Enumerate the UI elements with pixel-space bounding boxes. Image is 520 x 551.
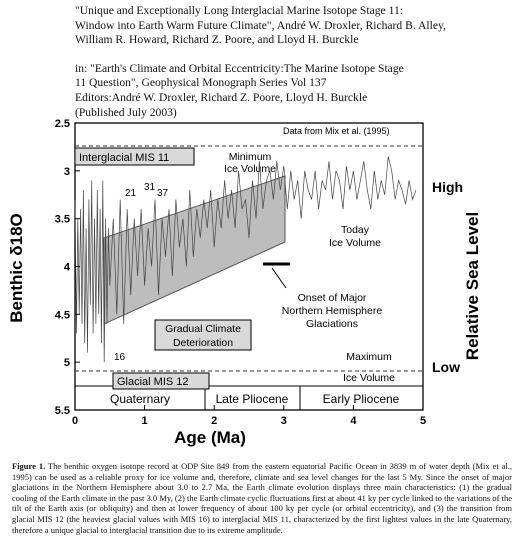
glacial-box <box>112 372 210 390</box>
mis-37-label: 37 <box>157 188 169 199</box>
paper-authors-line: William R. Howard, Richard Z. Poore, and… <box>75 33 359 47</box>
x-tick-label: 3 <box>281 415 287 427</box>
mis-21-label: 21 <box>125 188 137 199</box>
series-layer <box>74 156 417 363</box>
source-line: (Published July 2003) <box>75 105 177 119</box>
paper-title-line: Window into Earth Warm Future Climate", … <box>75 18 446 32</box>
gradual-box <box>154 319 252 351</box>
maximum-label: Ice Volume <box>343 372 395 384</box>
x-tick-label: 1 <box>142 415 148 427</box>
maximum-label: Maximum <box>346 351 392 363</box>
source-line: in: "Earth's Climate and Orbital Eccentr… <box>75 61 404 75</box>
paper-title-line: "Unique and Exceptionally Long Interglac… <box>75 4 403 17</box>
isotope-series-line <box>74 156 417 363</box>
x-tick-label: 5 <box>420 415 426 427</box>
epoch-late-pliocene: Late Pliocene <box>216 392 289 406</box>
citation-header: "Unique and Exceptionally Long Interglac… <box>75 4 515 120</box>
caption-text: The benthic oxygen isotope record at ODP… <box>12 461 512 535</box>
glacial-label: Glacial MIS 12 <box>117 376 189 388</box>
isotope-chart: Quaternary Late Pliocene Early Pliocene … <box>7 118 482 447</box>
source-note: Data from Mix et al. (1995) <box>283 126 390 136</box>
interglacial-label: Interglacial MIS 11 <box>79 152 169 164</box>
source-line: 11 Question", Geophysical Monograph Seri… <box>75 76 327 90</box>
y-axis-title: Benthic δ18O <box>7 213 26 323</box>
x-tick-label: 4 <box>350 415 357 427</box>
y-tick-label: 5.5 <box>55 405 70 417</box>
today-label: Ice Volume <box>329 237 381 249</box>
y-tick-label: 3.5 <box>55 214 70 226</box>
epoch-quaternary: Quaternary <box>110 392 170 406</box>
mis-16-label: 16 <box>114 352 126 363</box>
onset-pointer <box>271 267 287 289</box>
onset-label: Glaciations <box>306 318 358 330</box>
minimum-label: Minimum <box>229 151 272 163</box>
sea-level-low: Low <box>432 359 460 375</box>
x-axis-title: Age (Ma) <box>174 428 246 447</box>
minimum-label: Ice Volume <box>224 163 276 175</box>
y-tick-label: 5 <box>64 357 70 369</box>
gradual-label: Deterioration <box>173 337 233 349</box>
caption-label: Figure 1. <box>12 461 46 471</box>
y-tick-label: 4 <box>64 262 71 274</box>
x-tick-label: 0 <box>72 415 78 427</box>
onset-label: Onset of Major <box>298 292 367 304</box>
y-tick-label: 2.5 <box>55 118 70 130</box>
source-line: Editors:André W. Droxler, Richard Z. Poo… <box>75 90 368 104</box>
epoch-early-pliocene: Early Pliocene <box>323 392 400 406</box>
y-tick-label: 3 <box>64 166 70 178</box>
sea-level-title: Relative Sea Level <box>463 212 482 360</box>
interglacial-box <box>74 147 195 166</box>
x-axis-ticks: 0 1 2 3 4 5 <box>72 405 426 427</box>
y-axis-ticks: 2.5 3 3.5 4 4.5 5 5.5 <box>55 118 80 417</box>
y-tick-label: 4.5 <box>55 309 70 321</box>
today-label: Today <box>341 224 370 236</box>
mis-31-label: 31 <box>144 182 156 193</box>
onset-label: Northern Hemisphere <box>282 305 383 317</box>
gradual-label: Gradual Climate <box>165 323 241 335</box>
x-tick-label: 2 <box>211 415 217 427</box>
figure-caption: Figure 1. The benthic oxygen isotope rec… <box>12 461 512 535</box>
sea-level-high: High <box>432 179 463 195</box>
